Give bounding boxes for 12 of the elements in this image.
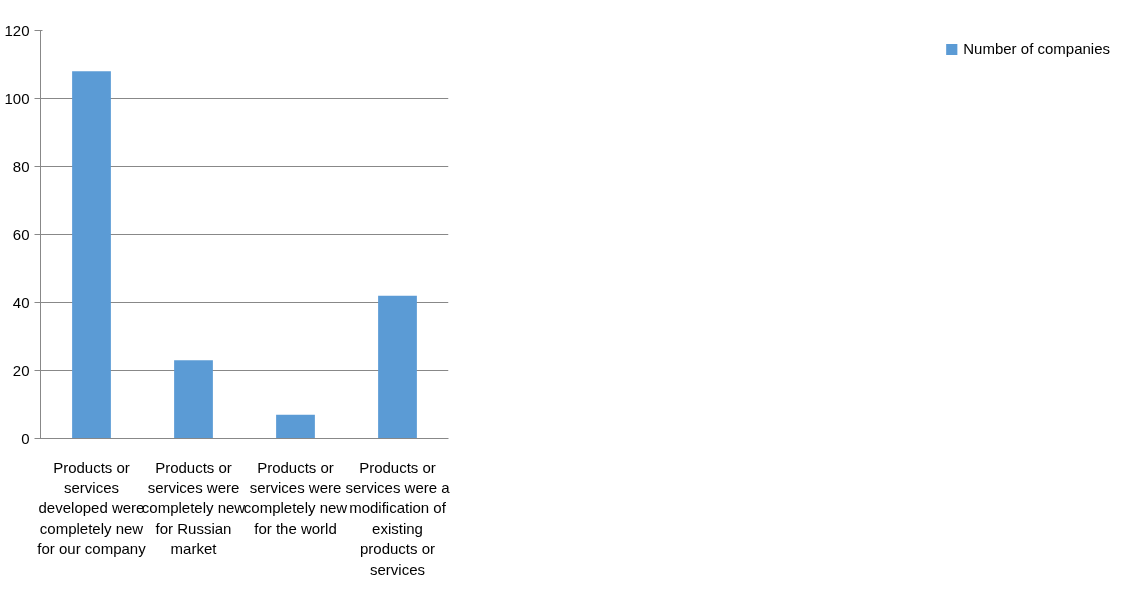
y-tick-label: 60 [12, 225, 30, 243]
y-tick-label: 100 [4, 89, 30, 107]
y-tick-label: 40 [12, 293, 30, 311]
bar [378, 295, 417, 439]
y-tick-label: 20 [12, 361, 30, 379]
y-tick-label: 80 [12, 157, 30, 175]
bar [276, 414, 315, 439]
y-tick-label: 0 [21, 429, 30, 447]
bar [174, 360, 213, 439]
y-tick-label: 120 [4, 21, 30, 39]
bar [72, 71, 111, 439]
legend-label: Number of companies [963, 40, 1110, 57]
